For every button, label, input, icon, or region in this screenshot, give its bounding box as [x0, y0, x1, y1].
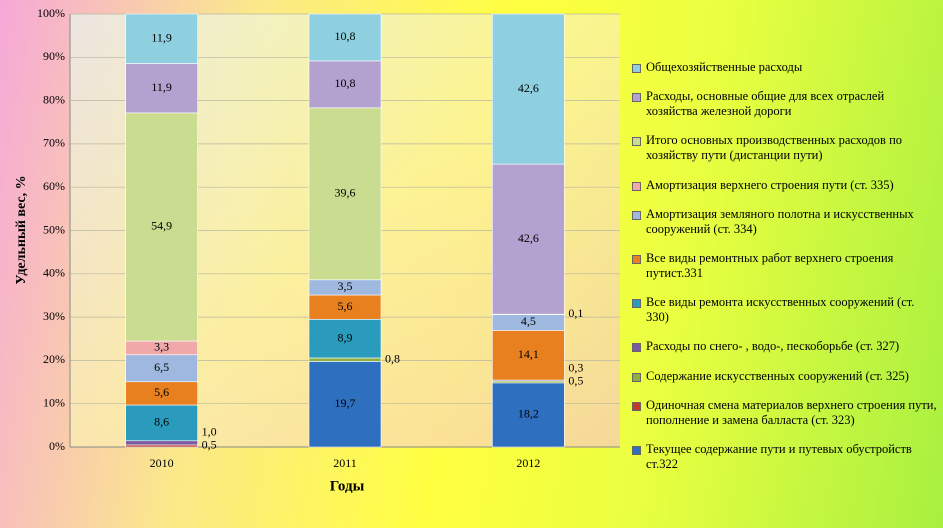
y-tick-label: 0% — [49, 439, 65, 453]
data-label: 0,8 — [385, 351, 400, 365]
data-label: 39,6 — [335, 186, 356, 200]
bar-segment — [125, 63, 198, 114]
bar-segment — [125, 404, 198, 442]
y-tick-label: 100% — [37, 6, 65, 20]
y-tick-label: 50% — [43, 222, 65, 236]
y-tick-label: 60% — [43, 179, 65, 193]
bar-segment — [308, 357, 382, 362]
data-label: 4,5 — [521, 314, 536, 328]
legend-label: Общехозяйственные расходы — [646, 60, 803, 74]
data-label: 10,8 — [335, 76, 356, 90]
data-label: 3,3 — [154, 340, 169, 354]
data-label: 0,1 — [568, 306, 583, 320]
bar-segment — [308, 13, 382, 62]
legend-label: Расходы, основные общие для всех отрасле… — [646, 89, 885, 119]
legend-item: Текущее содержание пути и путевых обустр… — [632, 442, 938, 472]
legend-label: Текущее содержание пути и путевых обустр… — [646, 441, 912, 471]
data-label: 0,5 — [202, 438, 217, 452]
legend-swatch — [632, 254, 641, 264]
legend-swatch — [632, 343, 641, 353]
legend-label: Амортизация верхнего строения пути (ст. … — [646, 177, 894, 192]
data-label: 0,3 — [568, 361, 583, 375]
bar-segment — [125, 354, 198, 383]
legend-label: Все виды ремонта искусственных сооружени… — [646, 295, 915, 325]
legend-item: Одиночная смена материалов верхнего стро… — [632, 398, 938, 428]
y-tick-label: 70% — [43, 136, 65, 150]
legend-swatch — [632, 93, 641, 103]
data-label: 1,0 — [202, 425, 217, 439]
legend-swatch — [632, 64, 641, 73]
x-tick-label: 2012 — [516, 456, 540, 470]
legend-label: Одиночная смена материалов верхнего стро… — [646, 397, 937, 427]
legend-swatch — [632, 372, 641, 382]
legend-label: Амортизация земляного полотна и искусств… — [646, 206, 914, 236]
legend-item: Все виды ремонтных работ верхнего строен… — [632, 251, 938, 281]
legend-item: Расходы, основные общие для всех отрасле… — [632, 89, 938, 119]
legend-label: Расходы по снего- , водо-, пескоборьбе (… — [646, 339, 900, 354]
legend-label: Все виды ремонтных работ верхнего строен… — [646, 250, 894, 280]
data-label: 10,8 — [335, 29, 356, 43]
legend-swatch — [632, 299, 641, 309]
data-label: 42,6 — [518, 81, 539, 95]
data-label: 14,1 — [518, 347, 539, 361]
bar-segment — [492, 382, 565, 448]
y-tick-label: 20% — [43, 352, 65, 366]
bar-segment — [308, 60, 382, 109]
y-tick-label: 90% — [43, 49, 65, 63]
legend-label: Итого основных производственных расходов… — [646, 133, 903, 163]
data-label: 19,7 — [335, 396, 356, 410]
legend-swatch — [632, 445, 641, 455]
y-axis-title: Удельный вес, % — [14, 175, 29, 284]
legend-item: Итого основных производственных расходов… — [632, 133, 938, 163]
data-label: 18,2 — [518, 407, 539, 421]
bar-segment — [308, 361, 382, 448]
bar-segment — [492, 330, 565, 381]
data-label: 11,9 — [151, 30, 172, 44]
data-label: 11,9 — [151, 80, 172, 94]
legend-swatch — [632, 137, 641, 147]
legend-item: Общехозяйственные расходы — [632, 60, 938, 75]
bar-segment — [125, 440, 198, 446]
y-tick-label: 10% — [43, 395, 65, 409]
legend-item: Содержание искусственных сооружений (ст.… — [632, 369, 938, 384]
legend-item: Все виды ремонта искусственных сооружени… — [632, 295, 938, 325]
y-tick-label: 30% — [43, 309, 65, 323]
bar-segment — [308, 319, 382, 359]
legend-swatch — [632, 210, 641, 220]
y-tick-label: 40% — [43, 266, 65, 280]
bar-segment — [125, 112, 198, 342]
data-label: 6,5 — [154, 360, 169, 374]
y-tick-label: 80% — [43, 92, 65, 106]
bar-segment — [125, 13, 198, 64]
legend-item: Амортизация земляного полотна и искусств… — [632, 207, 938, 237]
data-label: 0,5 — [568, 374, 583, 388]
data-label: 42,6 — [518, 231, 539, 245]
bar-segment — [308, 107, 382, 281]
legend: Общехозяйственные расходы Расходы, основн… — [632, 60, 938, 472]
data-label: 5,6 — [154, 385, 169, 399]
legend-label: Содержание искусственных сооружений (ст.… — [646, 368, 909, 383]
legend-item: Амортизация верхнего строения пути (ст. … — [632, 178, 938, 193]
data-label: 54,9 — [151, 219, 172, 233]
x-axis-title: Годы — [330, 478, 365, 494]
data-label: 3,5 — [338, 279, 353, 293]
bar-segment — [492, 13, 565, 165]
bar-segment — [308, 294, 382, 320]
x-tick-label: 2011 — [333, 456, 357, 470]
data-label: 5,6 — [338, 299, 353, 313]
legend-swatch — [632, 401, 641, 411]
data-label: 8,6 — [154, 415, 169, 429]
legend-item: Расходы по снего- , водо-, пескоборьбе (… — [632, 339, 938, 354]
legend-swatch — [632, 181, 641, 191]
bar-segment — [125, 444, 198, 448]
bar-segment — [492, 163, 565, 315]
x-tick-label: 2010 — [150, 456, 174, 470]
data-label: 8,9 — [338, 330, 353, 344]
